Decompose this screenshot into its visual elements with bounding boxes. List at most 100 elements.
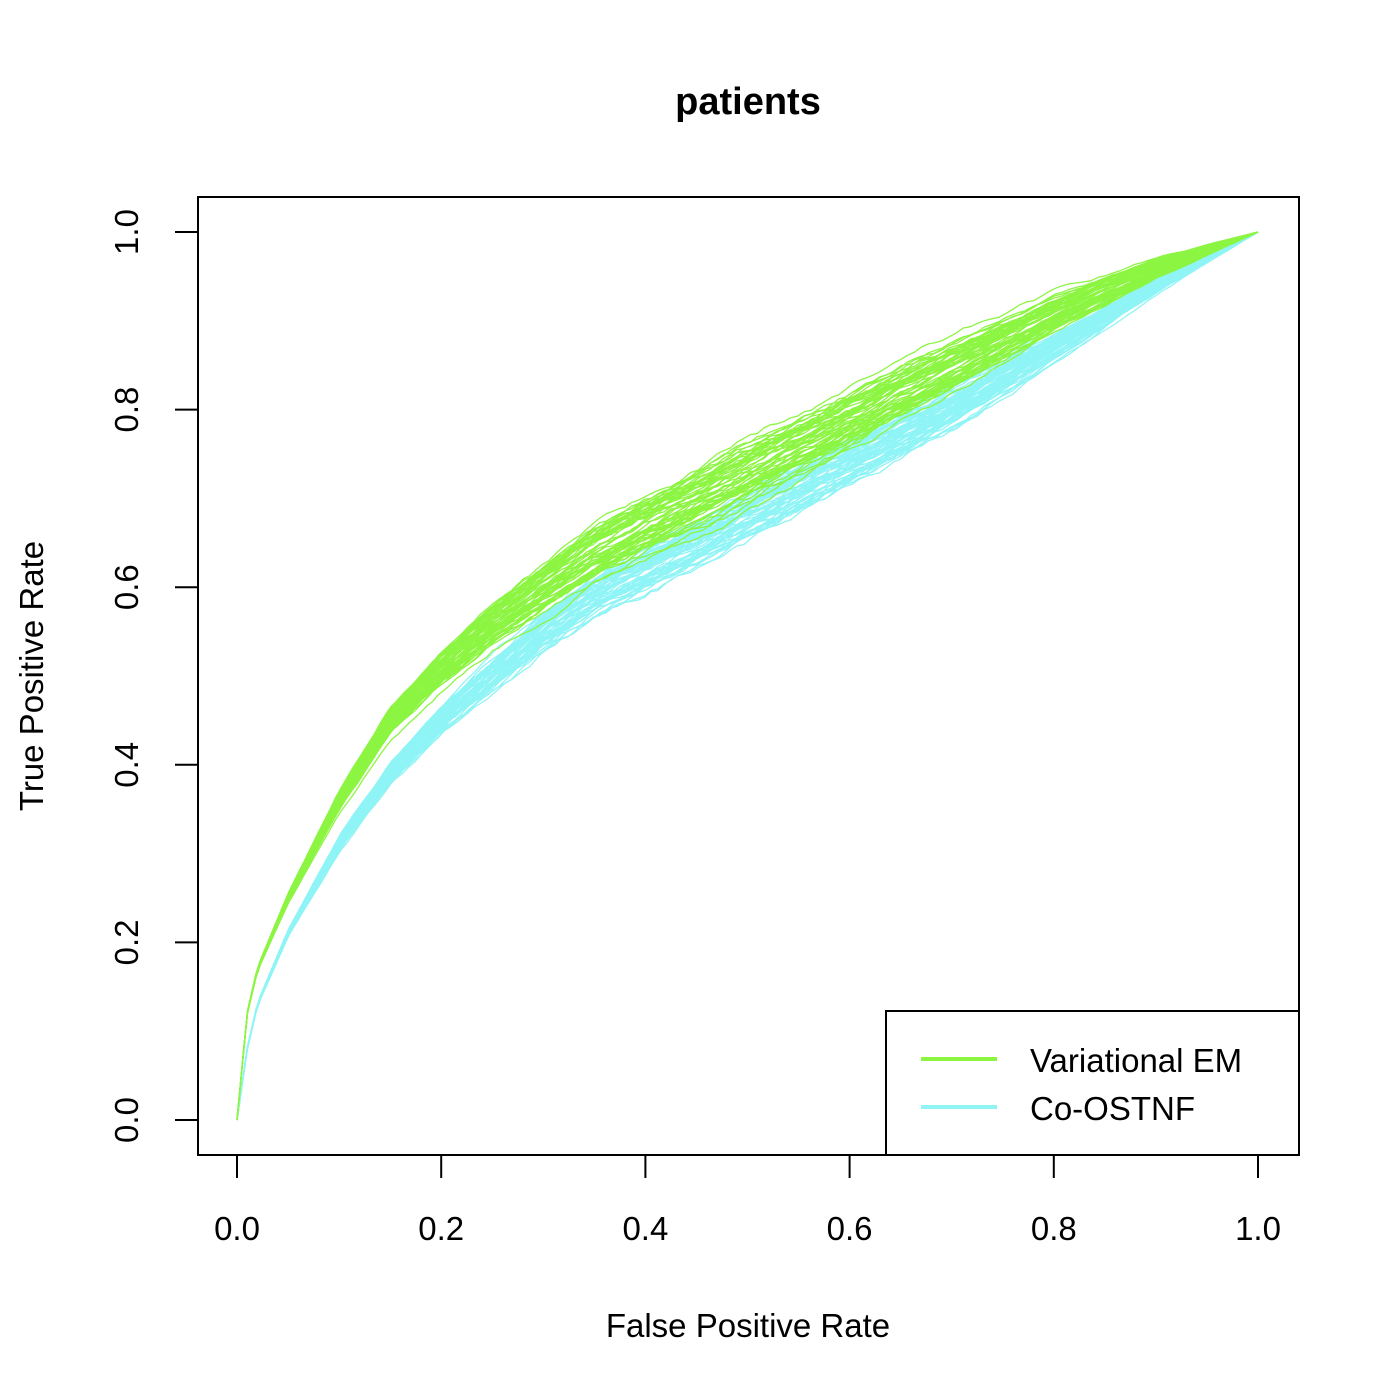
roc-curve-variational-em [236, 231, 1259, 1121]
roc-curve-co-ostnf [236, 231, 1259, 1121]
roc-curve-variational-em [236, 231, 1259, 1121]
roc-curve-co-ostnf [236, 231, 1259, 1121]
roc-curve-co-ostnf [236, 231, 1259, 1121]
roc-curve-variational-em [236, 231, 1259, 1121]
roc-curve-variational-em [236, 231, 1259, 1121]
roc-curve-co-ostnf [236, 231, 1259, 1121]
roc-curve-co-ostnf [236, 231, 1259, 1121]
roc-curve-variational-em [236, 231, 1259, 1121]
roc-curve-co-ostnf [236, 231, 1259, 1121]
roc-curve-co-ostnf [236, 231, 1259, 1121]
roc-curve-variational-em [236, 231, 1259, 1121]
roc-curve-variational-em [236, 231, 1259, 1121]
roc-curve-variational-em [236, 231, 1259, 1121]
roc-curve-co-ostnf [236, 231, 1259, 1121]
roc-curve-variational-em [236, 231, 1259, 1121]
roc-curves [236, 231, 1259, 1121]
roc-curve-variational-em [236, 231, 1259, 1121]
y-tick-label: 0.6 [108, 564, 145, 610]
roc-curve-co-ostnf [236, 231, 1259, 1121]
y-tick-label: 0.2 [108, 919, 145, 965]
x-tick-label: 0.2 [418, 1210, 464, 1247]
roc-curve-co-ostnf [236, 231, 1259, 1121]
roc-curve-variational-em [236, 231, 1259, 1121]
roc-curve-variational-em [236, 231, 1259, 1121]
roc-curve-co-ostnf [236, 231, 1259, 1121]
roc-curve-co-ostnf [236, 231, 1259, 1121]
roc-curve-co-ostnf [236, 231, 1259, 1121]
roc-curve-variational-em [236, 231, 1259, 1121]
roc-curve-co-ostnf [236, 231, 1259, 1121]
roc-curve-co-ostnf [236, 231, 1259, 1121]
y-axis: 0.0 0.2 0.4 0.6 0.8 1.0 [108, 209, 199, 1143]
roc-curve-variational-em [236, 231, 1259, 1121]
roc-curve-variational-em [236, 231, 1259, 1121]
roc-curve-variational-em [236, 231, 1259, 1121]
roc-curve-co-ostnf [236, 231, 1259, 1121]
roc-curve-variational-em [236, 231, 1259, 1121]
roc-curve-variational-em [236, 231, 1259, 1121]
roc-curve-co-ostnf [236, 231, 1259, 1121]
roc-curve-variational-em [236, 231, 1259, 1121]
x-axis: 0.0 0.2 0.4 0.6 0.8 1.0 [214, 1154, 1281, 1247]
roc-curve-co-ostnf [236, 231, 1259, 1121]
roc-curve-co-ostnf [236, 231, 1259, 1121]
roc-curve-co-ostnf [236, 231, 1259, 1121]
roc-curve-co-ostnf [236, 231, 1259, 1121]
roc-curve-variational-em [236, 231, 1259, 1121]
roc-curve-variational-em [236, 231, 1259, 1121]
roc-curve-co-ostnf [236, 231, 1259, 1121]
roc-curve-co-ostnf [236, 231, 1259, 1121]
roc-curve-variational-em [236, 231, 1259, 1121]
roc-curve-variational-em [236, 231, 1259, 1121]
roc-curve-co-ostnf [236, 231, 1259, 1121]
roc-curve-co-ostnf [236, 231, 1259, 1121]
chart-title: patients [675, 81, 821, 123]
roc-curve-variational-em [236, 231, 1259, 1121]
roc-curve-variational-em [236, 231, 1259, 1121]
roc-curve-variational-em [236, 231, 1259, 1121]
roc-curve-co-ostnf [236, 231, 1259, 1121]
roc-curve-variational-em [236, 231, 1259, 1121]
roc-curve-co-ostnf [236, 231, 1259, 1121]
roc-curve-co-ostnf [236, 231, 1259, 1121]
roc-curve-co-ostnf [236, 231, 1259, 1121]
roc-curve-co-ostnf [236, 231, 1259, 1121]
roc-curve-variational-em [236, 231, 1259, 1121]
roc-curve-co-ostnf [236, 231, 1259, 1121]
roc-curve-variational-em [236, 231, 1259, 1121]
y-tick-label: 1.0 [108, 209, 145, 255]
roc-curve-co-ostnf [236, 231, 1259, 1121]
roc-curve-variational-em [236, 231, 1259, 1121]
roc-curve-variational-em [236, 231, 1259, 1121]
roc-curve-co-ostnf [236, 231, 1259, 1121]
roc-curve-variational-em [236, 231, 1259, 1121]
roc-curve-co-ostnf [236, 231, 1259, 1121]
roc-curve-variational-em [236, 231, 1259, 1121]
roc-curve-co-ostnf [236, 231, 1259, 1121]
roc-curve-variational-em [236, 231, 1259, 1121]
x-tick-label: 0.0 [214, 1210, 260, 1247]
legend-label-co-ostnf: Co-OSTNF [1030, 1090, 1195, 1127]
legend-box [885, 1010, 1300, 1156]
x-tick-label: 0.6 [827, 1210, 873, 1247]
roc-curve-variational-em [236, 231, 1259, 1121]
roc-curve-co-ostnf [236, 231, 1259, 1121]
y-tick-label: 0.0 [108, 1097, 145, 1143]
x-tick-label: 1.0 [1235, 1210, 1281, 1247]
roc-curve-variational-em [236, 231, 1259, 1121]
roc-curve-variational-em [236, 231, 1259, 1121]
roc-curve-co-ostnf [236, 231, 1259, 1121]
roc-curve-co-ostnf [236, 231, 1259, 1121]
roc-curve-variational-em [236, 231, 1259, 1121]
legend: Variational EM Co-OSTNF [885, 1010, 1300, 1156]
x-tick-label: 0.8 [1031, 1210, 1077, 1247]
x-axis-label: False Positive Rate [606, 1307, 890, 1344]
roc-curve-variational-em [236, 231, 1259, 1121]
roc-curve-variational-em [236, 231, 1259, 1121]
roc-curve-co-ostnf [236, 231, 1259, 1121]
roc-curve-variational-em [236, 231, 1259, 1121]
roc-curve-co-ostnf [236, 231, 1259, 1121]
roc-curve-variational-em [236, 231, 1259, 1121]
